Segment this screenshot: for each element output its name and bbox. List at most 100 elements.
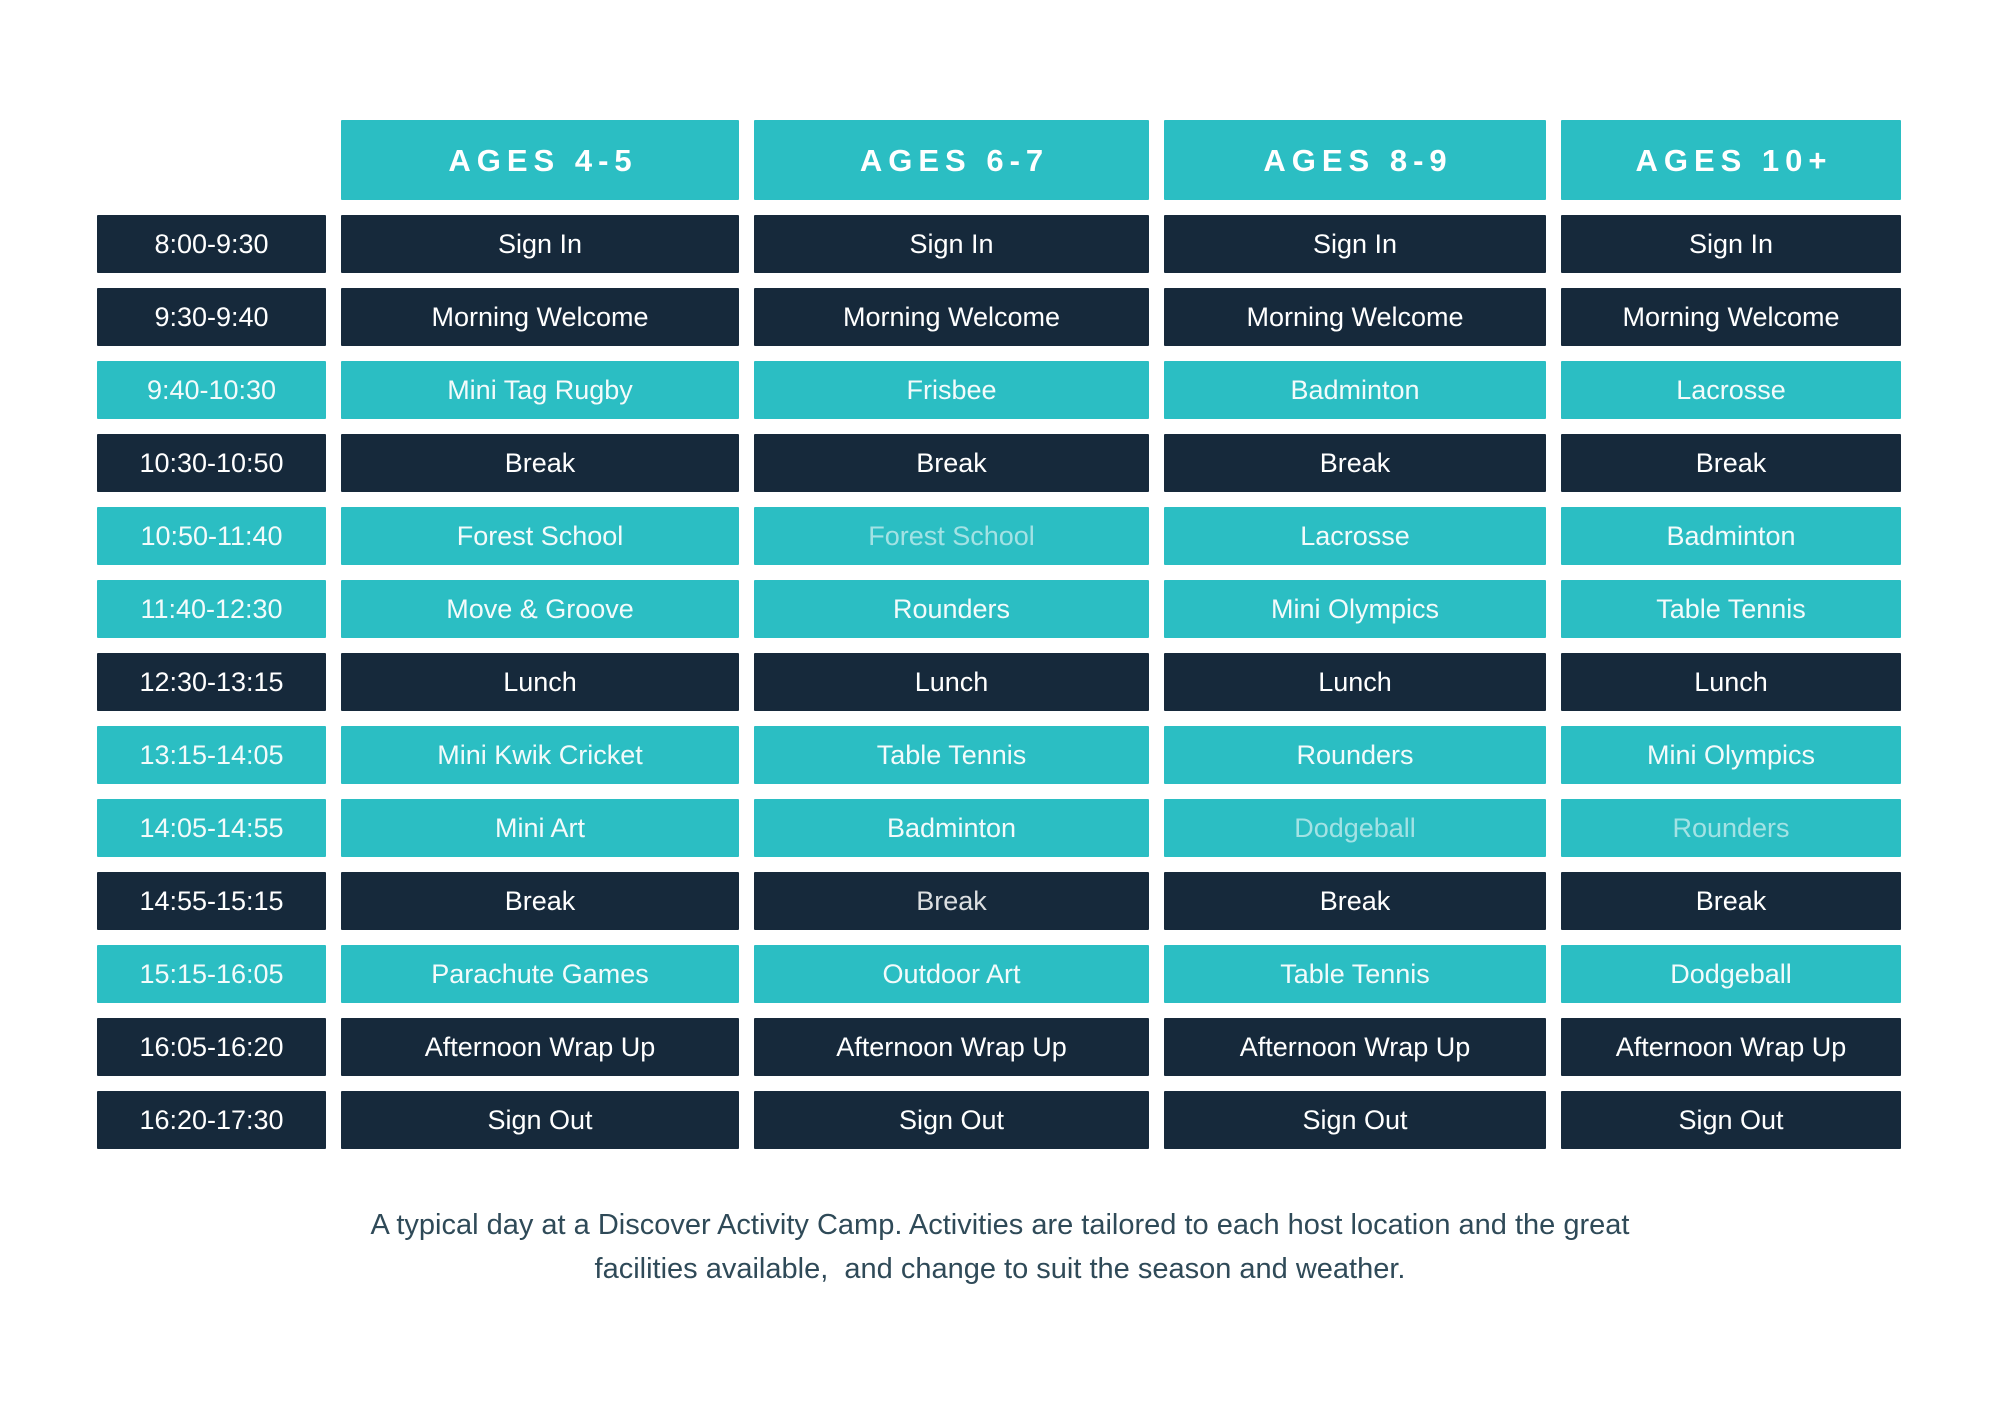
activity-cell: Lacrosse: [1561, 361, 1901, 419]
activity-cell: Rounders: [1164, 726, 1546, 784]
activity-cell: Parachute Games: [341, 945, 739, 1003]
activity-label: Break: [916, 885, 987, 916]
activity-cell: Break: [1164, 872, 1546, 930]
column-header-ages-10plus: AGES 10+: [1561, 120, 1901, 200]
activity-label: Forest School: [456, 520, 624, 551]
time-cell: 15:15-16:05: [97, 945, 326, 1003]
activity-cell: Table Tennis: [1164, 945, 1546, 1003]
activity-label: Outdoor Art: [882, 958, 1021, 989]
activity-label: Mini Olympics: [1646, 739, 1815, 770]
activity-cell: Sign In: [1164, 215, 1546, 273]
activity-cell: Mini Art: [341, 799, 739, 857]
activity-label: Frisbee: [906, 374, 997, 405]
activity-label: Morning Welcome: [1246, 301, 1464, 332]
activity-cell: Morning Welcome: [341, 288, 739, 346]
activity-label: Sign Out: [487, 1104, 593, 1135]
caption: A typical day at a Discover Activity Cam…: [0, 1203, 2000, 1291]
activity-label: Break: [504, 447, 576, 478]
schedule-table: AGES 4-5 AGES 6-7 AGES 8-9 AGES 10+ 8:00…: [97, 120, 1901, 1149]
activity-label: Break: [1695, 885, 1767, 916]
time-cell: 14:55-15:15: [97, 872, 326, 930]
time-cell: 9:40-10:30: [97, 361, 326, 419]
activity-label: Table Tennis: [876, 739, 1027, 770]
activity-label: Rounders: [892, 593, 1011, 624]
activity-label: Lunch: [503, 666, 577, 697]
activity-label: Rounders: [1672, 812, 1790, 843]
activity-label: Sign In: [909, 228, 994, 259]
caption-line-1: A typical day at a Discover Activity Cam…: [370, 1209, 1630, 1241]
activity-label: Sign Out: [1678, 1104, 1784, 1135]
activity-label: Morning Welcome: [842, 301, 1061, 332]
time-cell: 16:05-16:20: [97, 1018, 326, 1076]
time-cell: 8:00-9:30: [97, 215, 326, 273]
activity-cell: Sign Out: [754, 1091, 1149, 1149]
time-cell: 14:05-14:55: [97, 799, 326, 857]
activity-label: Mini Olympics: [1270, 593, 1439, 624]
activity-label: Mini Tag Rugby: [447, 374, 633, 405]
activity-cell: Sign In: [754, 215, 1149, 273]
column-header-ages-8-9: AGES 8-9: [1164, 120, 1546, 200]
activity-label: Sign In: [1312, 228, 1398, 259]
activity-label: Lunch: [1318, 666, 1392, 697]
activity-cell: Morning Welcome: [1164, 288, 1546, 346]
activity-label: Break: [1319, 447, 1391, 478]
activity-label: Badminton: [1666, 520, 1796, 551]
activity-label: Forest School: [868, 520, 1035, 551]
activity-label: Afternoon Wrap Up: [1239, 1031, 1471, 1062]
activity-label: Dodgeball: [1670, 958, 1792, 989]
time-cell: 13:15-14:05: [97, 726, 326, 784]
activity-cell: Mini Olympics: [1164, 580, 1546, 638]
activity-label: Morning Welcome: [1622, 301, 1840, 332]
activity-label: Break: [1319, 885, 1391, 916]
column-header-ages-6-7: AGES 6-7: [754, 120, 1149, 200]
activity-cell: Mini Tag Rugby: [341, 361, 739, 419]
activity-cell: Sign Out: [341, 1091, 739, 1149]
activity-cell: Dodgeball: [1561, 945, 1901, 1003]
activity-cell: Sign In: [341, 215, 739, 273]
activity-cell: Break: [341, 872, 739, 930]
activity-label: Sign In: [497, 228, 583, 259]
activity-cell: Mini Kwik Cricket: [341, 726, 739, 784]
activity-label: Rounders: [1296, 739, 1414, 770]
activity-cell: Sign In: [1561, 215, 1901, 273]
activity-label: Mini Kwik Cricket: [437, 739, 643, 770]
time-cell: 9:30-9:40: [97, 288, 326, 346]
activity-label: Table Tennis: [1656, 593, 1806, 624]
activity-cell: Frisbee: [754, 361, 1149, 419]
activity-cell: Dodgeball: [1164, 799, 1546, 857]
activity-cell: Break: [754, 872, 1149, 930]
activity-cell: Break: [341, 434, 739, 492]
corner-spacer: [97, 120, 326, 200]
activity-cell: Lunch: [341, 653, 739, 711]
activity-cell: Mini Olympics: [1561, 726, 1901, 784]
activity-cell: Break: [1164, 434, 1546, 492]
activity-cell: Break: [754, 434, 1149, 492]
activity-label: Badminton: [886, 812, 1017, 843]
activity-cell: Afternoon Wrap Up: [341, 1018, 739, 1076]
activity-label: Afternoon Wrap Up: [836, 1031, 1067, 1062]
activity-cell: Morning Welcome: [754, 288, 1149, 346]
activity-label: Lunch: [1694, 666, 1768, 697]
activity-label: Badminton: [1290, 374, 1420, 405]
activity-cell: Badminton: [1164, 361, 1546, 419]
activity-cell: Badminton: [1561, 507, 1901, 565]
activity-cell: Morning Welcome: [1561, 288, 1901, 346]
time-cell: 16:20-17:30: [97, 1091, 326, 1149]
activity-cell: Forest School: [754, 507, 1149, 565]
activity-cell: Sign Out: [1164, 1091, 1546, 1149]
activity-label: Move & Groove: [446, 593, 634, 624]
activity-cell: Break: [1561, 434, 1901, 492]
column-header-ages-4-5: AGES 4-5: [341, 120, 739, 200]
activity-label: Dodgeball: [1294, 812, 1416, 843]
activity-label: Sign Out: [1302, 1104, 1408, 1135]
activity-label: Parachute Games: [431, 958, 649, 989]
activity-cell: Break: [1561, 872, 1901, 930]
activity-cell: Outdoor Art: [754, 945, 1149, 1003]
activity-cell: Move & Groove: [341, 580, 739, 638]
activity-cell: Afternoon Wrap Up: [754, 1018, 1149, 1076]
activity-label: Afternoon Wrap Up: [1615, 1031, 1847, 1062]
activity-cell: Afternoon Wrap Up: [1561, 1018, 1901, 1076]
activity-cell: Lunch: [1164, 653, 1546, 711]
time-cell: 10:50-11:40: [97, 507, 326, 565]
